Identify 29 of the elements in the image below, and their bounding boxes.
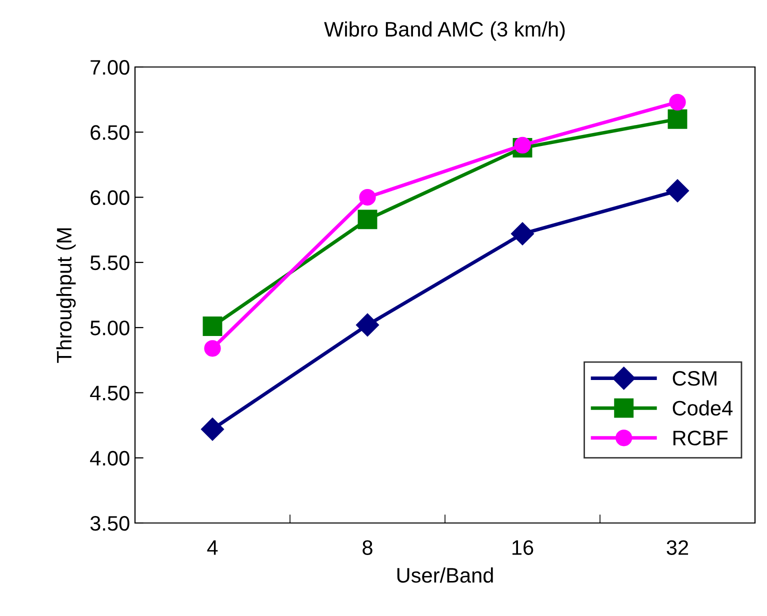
x-tick-label: 32: [666, 540, 688, 555]
x-tick-label: 4: [207, 540, 218, 555]
legend-label: Code4: [672, 400, 733, 416]
legend-label: RCBF: [673, 430, 728, 446]
x-tick-label: 16: [512, 540, 534, 555]
point: [514, 136, 531, 154]
point: [204, 340, 221, 357]
point: [511, 222, 534, 246]
point: [202, 316, 222, 336]
y-tick-label: 5.50: [90, 255, 130, 270]
y-tick-label: 4.00: [90, 450, 130, 466]
chart-title: Wibro Band AMC (3 km/h): [324, 21, 565, 41]
point: [356, 313, 379, 336]
y-tick-label: 6.50: [90, 125, 130, 140]
point: [668, 109, 688, 129]
point: [358, 210, 378, 230]
x-axis-title: User/Band: [397, 567, 493, 583]
point: [201, 418, 224, 441]
y-tick-label: 5.00: [90, 320, 130, 336]
y-axis-title: Throughput (M: [56, 228, 76, 363]
point: [669, 94, 686, 111]
y-tick-label: 6.00: [90, 190, 130, 206]
point: [666, 179, 689, 202]
y-tick-label: 7.00: [90, 60, 130, 75]
y-tick-label: 4.50: [90, 386, 130, 400]
legend-label: CSM: [672, 370, 716, 386]
y-tick-label: 3.50: [90, 516, 130, 531]
point: [359, 188, 376, 206]
x-tick-label: 8: [362, 540, 372, 555]
